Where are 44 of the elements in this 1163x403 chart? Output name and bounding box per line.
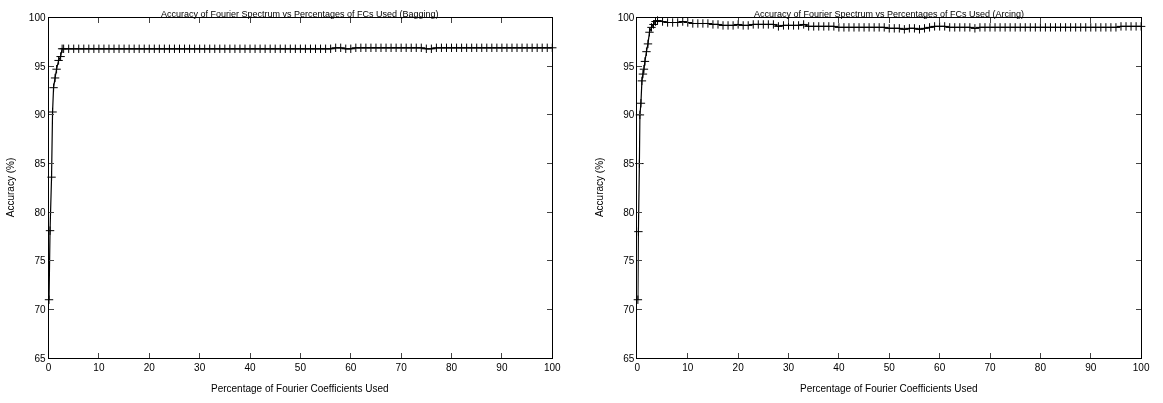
x-tick-label: 40 <box>244 362 257 374</box>
y-tick-label: 90 <box>623 109 635 121</box>
y-tick-label: 100 <box>28 12 46 24</box>
y-tick-label: 100 <box>617 12 635 24</box>
x-tick-label: 10 <box>93 362 105 374</box>
y-tick-label: 95 <box>34 60 46 72</box>
y-tick-label: 70 <box>34 303 46 315</box>
y-tick-label: 85 <box>623 158 635 170</box>
x-tick-label: 20 <box>732 362 745 374</box>
x-tick-label: 60 <box>934 362 946 374</box>
chart-title: Accuracy of Fourier Spectrum vs Percentages of FCs Used (Arcing) <box>754 9 1025 19</box>
x-tick-label: 60 <box>345 362 357 374</box>
y-tick-label: 95 <box>623 60 635 72</box>
x-tick-label: 40 <box>833 362 845 374</box>
y-tick-label: 90 <box>34 109 46 121</box>
y-axis-title: Accuracy (%) <box>594 157 606 218</box>
chart-title: Accuracy of Fourier Spectrum vs Percentages of FCs Used (Bagging) <box>161 9 439 19</box>
x-axis-title: Percentage of Fourier Coefficients Used <box>211 383 389 394</box>
y-axis-title: Accuracy (%) <box>5 157 17 218</box>
x-tick-label: 10 <box>682 362 694 374</box>
y-tick-label: 65 <box>623 352 635 364</box>
y-tick-label: 75 <box>623 255 635 267</box>
y-tick-label: 85 <box>34 158 46 170</box>
y-tick-label: 80 <box>623 206 635 218</box>
x-axis-title: Percentage of Fourier Coefficients Used <box>800 383 978 394</box>
x-tick-label: 30 <box>782 362 795 374</box>
x-tick-label: 50 <box>883 362 896 374</box>
x-tick-label: 30 <box>194 362 206 374</box>
x-tick-label: 100 <box>543 362 562 374</box>
y-tick-label: 80 <box>34 206 46 218</box>
y-tick-label: 75 <box>34 255 46 267</box>
x-tick-label: 100 <box>1132 362 1150 374</box>
x-tick-label: 50 <box>294 362 307 374</box>
x-tick-label: 80 <box>445 362 458 374</box>
x-tick-label: 0 <box>634 362 641 374</box>
x-tick-label: 90 <box>1085 362 1097 374</box>
x-tick-label: 70 <box>984 362 997 374</box>
y-tick-label: 70 <box>623 303 635 315</box>
x-tick-label: 80 <box>1034 362 1047 374</box>
y-tick-label: 65 <box>34 352 46 364</box>
x-tick-label: 90 <box>496 362 508 374</box>
x-tick-label: 20 <box>143 362 156 374</box>
x-tick-label: 0 <box>45 362 52 374</box>
x-tick-label: 70 <box>395 362 408 374</box>
